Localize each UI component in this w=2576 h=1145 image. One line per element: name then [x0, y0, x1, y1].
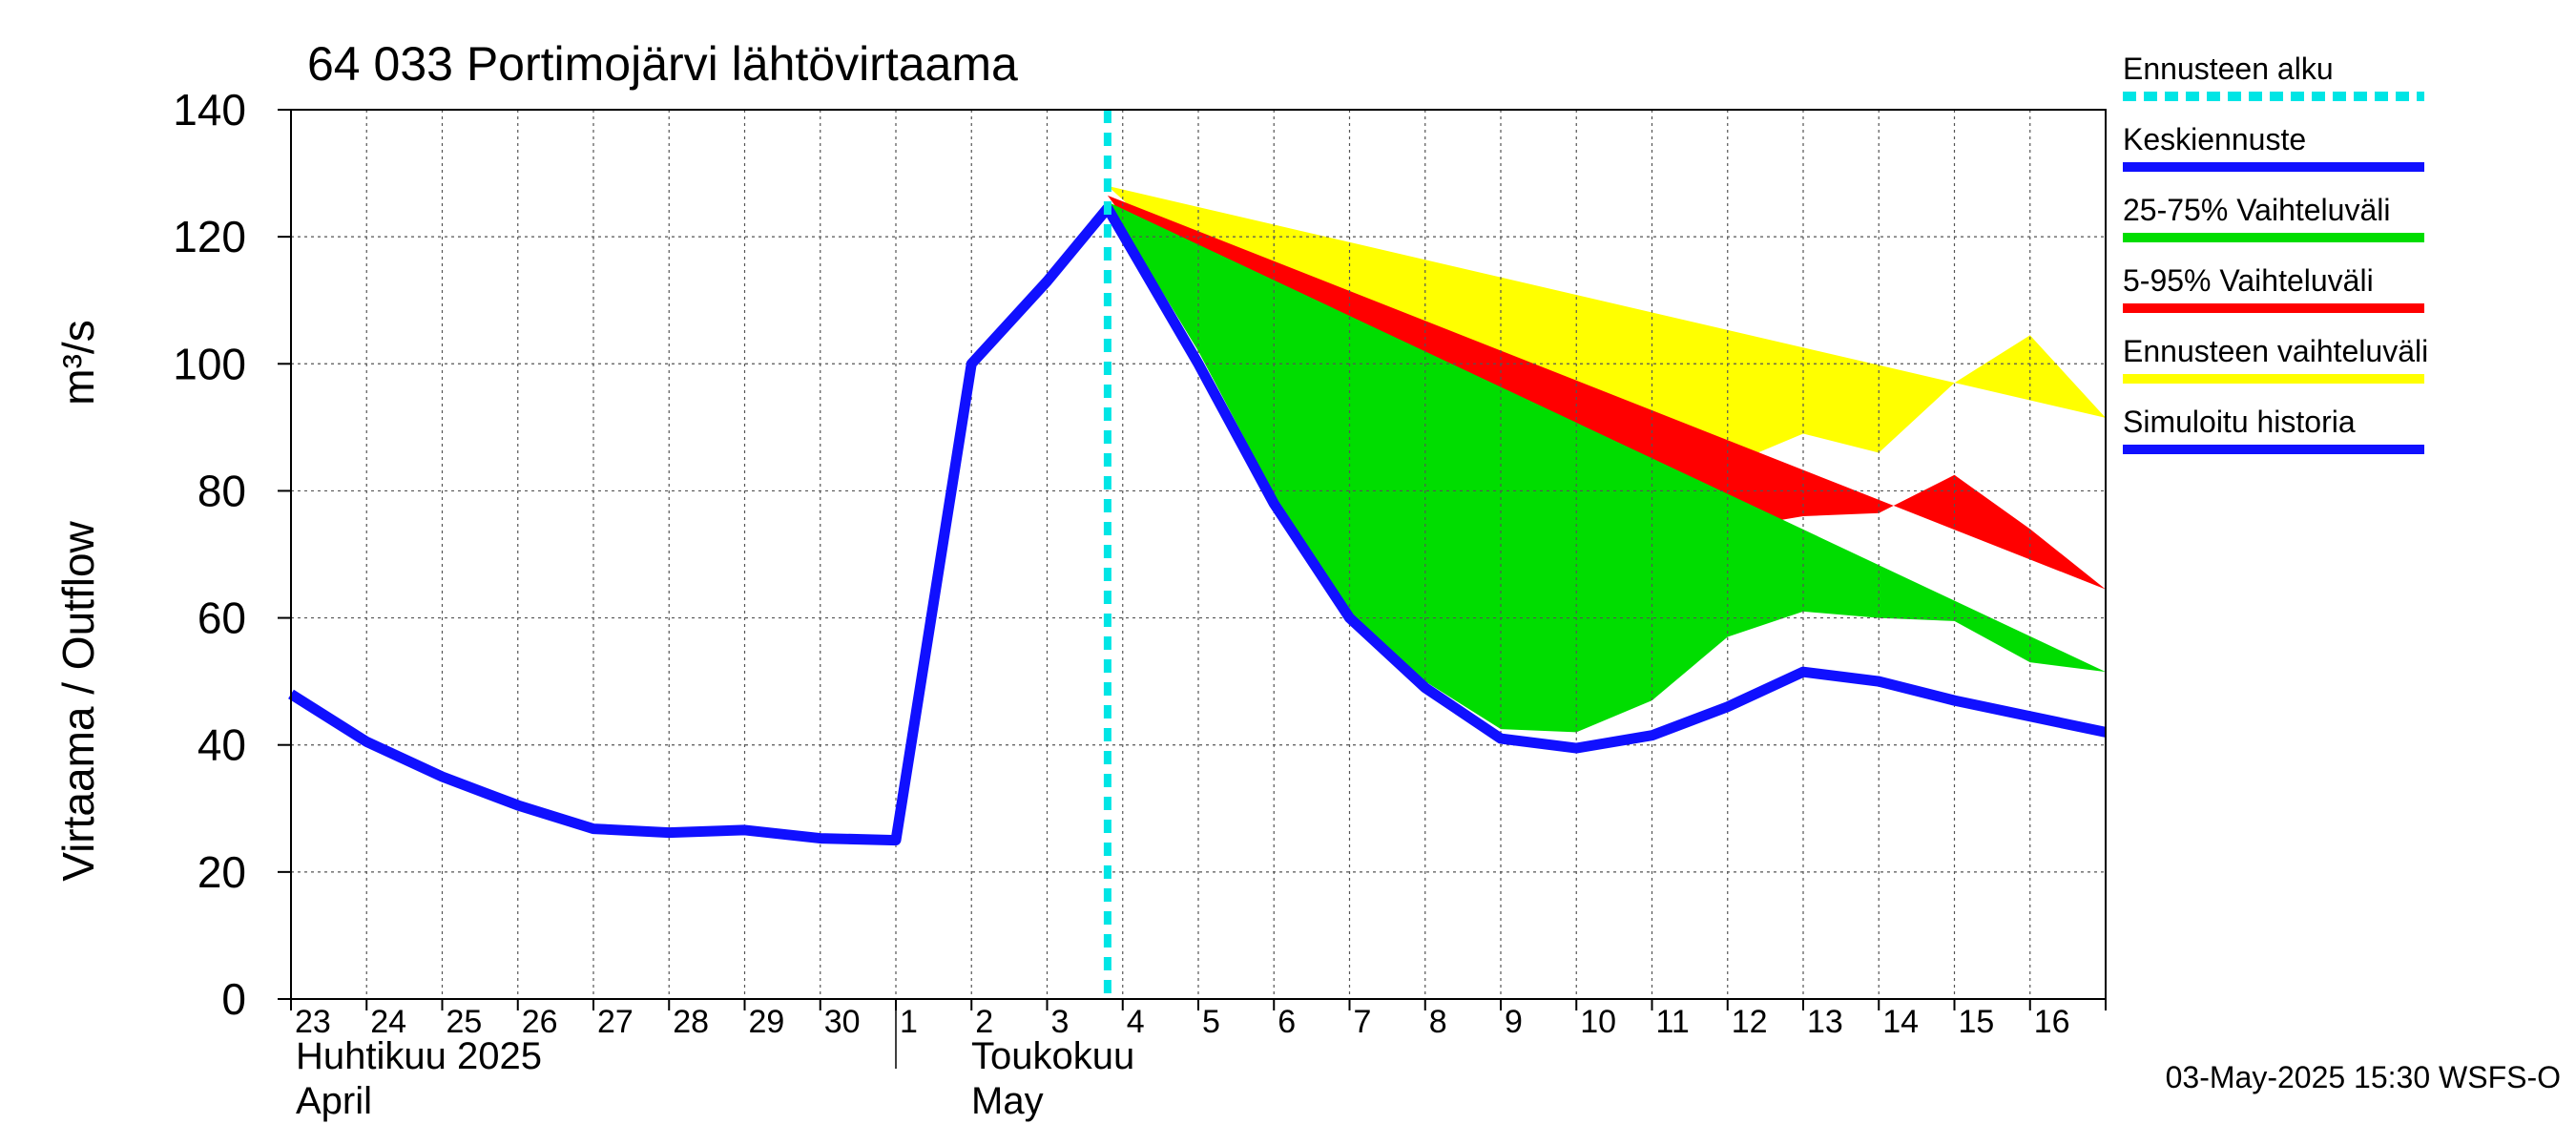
x-tick-label: 16 [2034, 1004, 2070, 1040]
y-tick-label: 60 [197, 593, 246, 643]
month-label-april-line1: Huhtikuu 2025 [296, 1035, 542, 1077]
legend-label: Keskiennuste [2123, 122, 2306, 156]
x-tick-label: 30 [824, 1004, 861, 1040]
y-axis-unit: m³/s [53, 320, 103, 405]
x-tick-label: 26 [522, 1004, 558, 1040]
x-tick-label: 8 [1429, 1004, 1447, 1040]
x-tick-label: 15 [1959, 1004, 1995, 1040]
month-label-april-line2: April [296, 1080, 372, 1122]
footer-timestamp: 03-May-2025 15:30 WSFS-O [2166, 1060, 2561, 1094]
band-25-75 [1107, 201, 2106, 733]
x-tick-label: 29 [749, 1004, 785, 1040]
month-label-may-line1: Toukokuu [971, 1035, 1134, 1077]
legend-label: Simuloitu historia [2123, 405, 2356, 439]
forecast-bands [1107, 185, 2106, 733]
x-tick-label: 10 [1580, 1004, 1616, 1040]
x-tick-label: 6 [1278, 1004, 1296, 1040]
month-label-may-line2: May [971, 1080, 1044, 1122]
y-axis-ticks: 0 20 40 60 80 100 120 140 [173, 85, 291, 1024]
x-tick-label: 12 [1732, 1004, 1768, 1040]
y-tick-label: 100 [173, 339, 246, 388]
y-tick-label: 80 [197, 466, 246, 515]
x-tick-label: 9 [1505, 1004, 1523, 1040]
y-axis-label: Virtaama / Outflow [53, 520, 103, 881]
y-tick-label: 20 [197, 847, 246, 897]
x-tick-label: 27 [597, 1004, 634, 1040]
plot-area [288, 109, 2108, 1000]
grid [291, 109, 2106, 999]
legend: Ennusteen alku Keskiennuste 25-75% Vaihtel… [2123, 52, 2428, 454]
x-tick-label: 2 [975, 1004, 993, 1040]
y-tick-label: 120 [173, 212, 246, 261]
legend-label: Ennusteen alku [2123, 52, 2334, 86]
x-tick-label: 7 [1354, 1004, 1372, 1040]
chart-title: 64 033 Portimojärvi lähtövirtaama [307, 37, 1018, 91]
y-tick-label: 140 [173, 85, 246, 135]
x-tick-label: 23 [295, 1004, 331, 1040]
x-tick-label: 11 [1656, 1004, 1690, 1040]
x-tick-label: 5 [1202, 1004, 1220, 1040]
x-tick-label: 24 [370, 1004, 406, 1040]
series-simulated-history [288, 204, 1112, 846]
y-tick-label: 40 [197, 720, 246, 770]
x-axis-ticks: 23 24 25 26 27 28 29 30 1 2 3 4 5 6 7 8 9 10 11 12 13 14 15 16 [290, 999, 2107, 1069]
x-tick-label: 4 [1127, 1004, 1145, 1040]
legend-label: 5-95% Vaihteluväli [2123, 263, 2374, 298]
x-tick-label: 1 [900, 1004, 918, 1040]
x-tick-label: 14 [1882, 1004, 1919, 1040]
legend-label: Ennusteen vaihteluväli [2123, 334, 2428, 368]
x-tick-label: 25 [447, 1004, 483, 1040]
x-tick-label: 3 [1051, 1004, 1070, 1040]
series-lines [288, 110, 2108, 999]
x-tick-label: 28 [673, 1004, 709, 1040]
y-tick-label: 0 [221, 974, 246, 1024]
legend-label: 25-75% Vaihteluväli [2123, 193, 2390, 227]
x-tick-label: 13 [1807, 1004, 1843, 1040]
series-median-forecast [1103, 205, 2108, 754]
